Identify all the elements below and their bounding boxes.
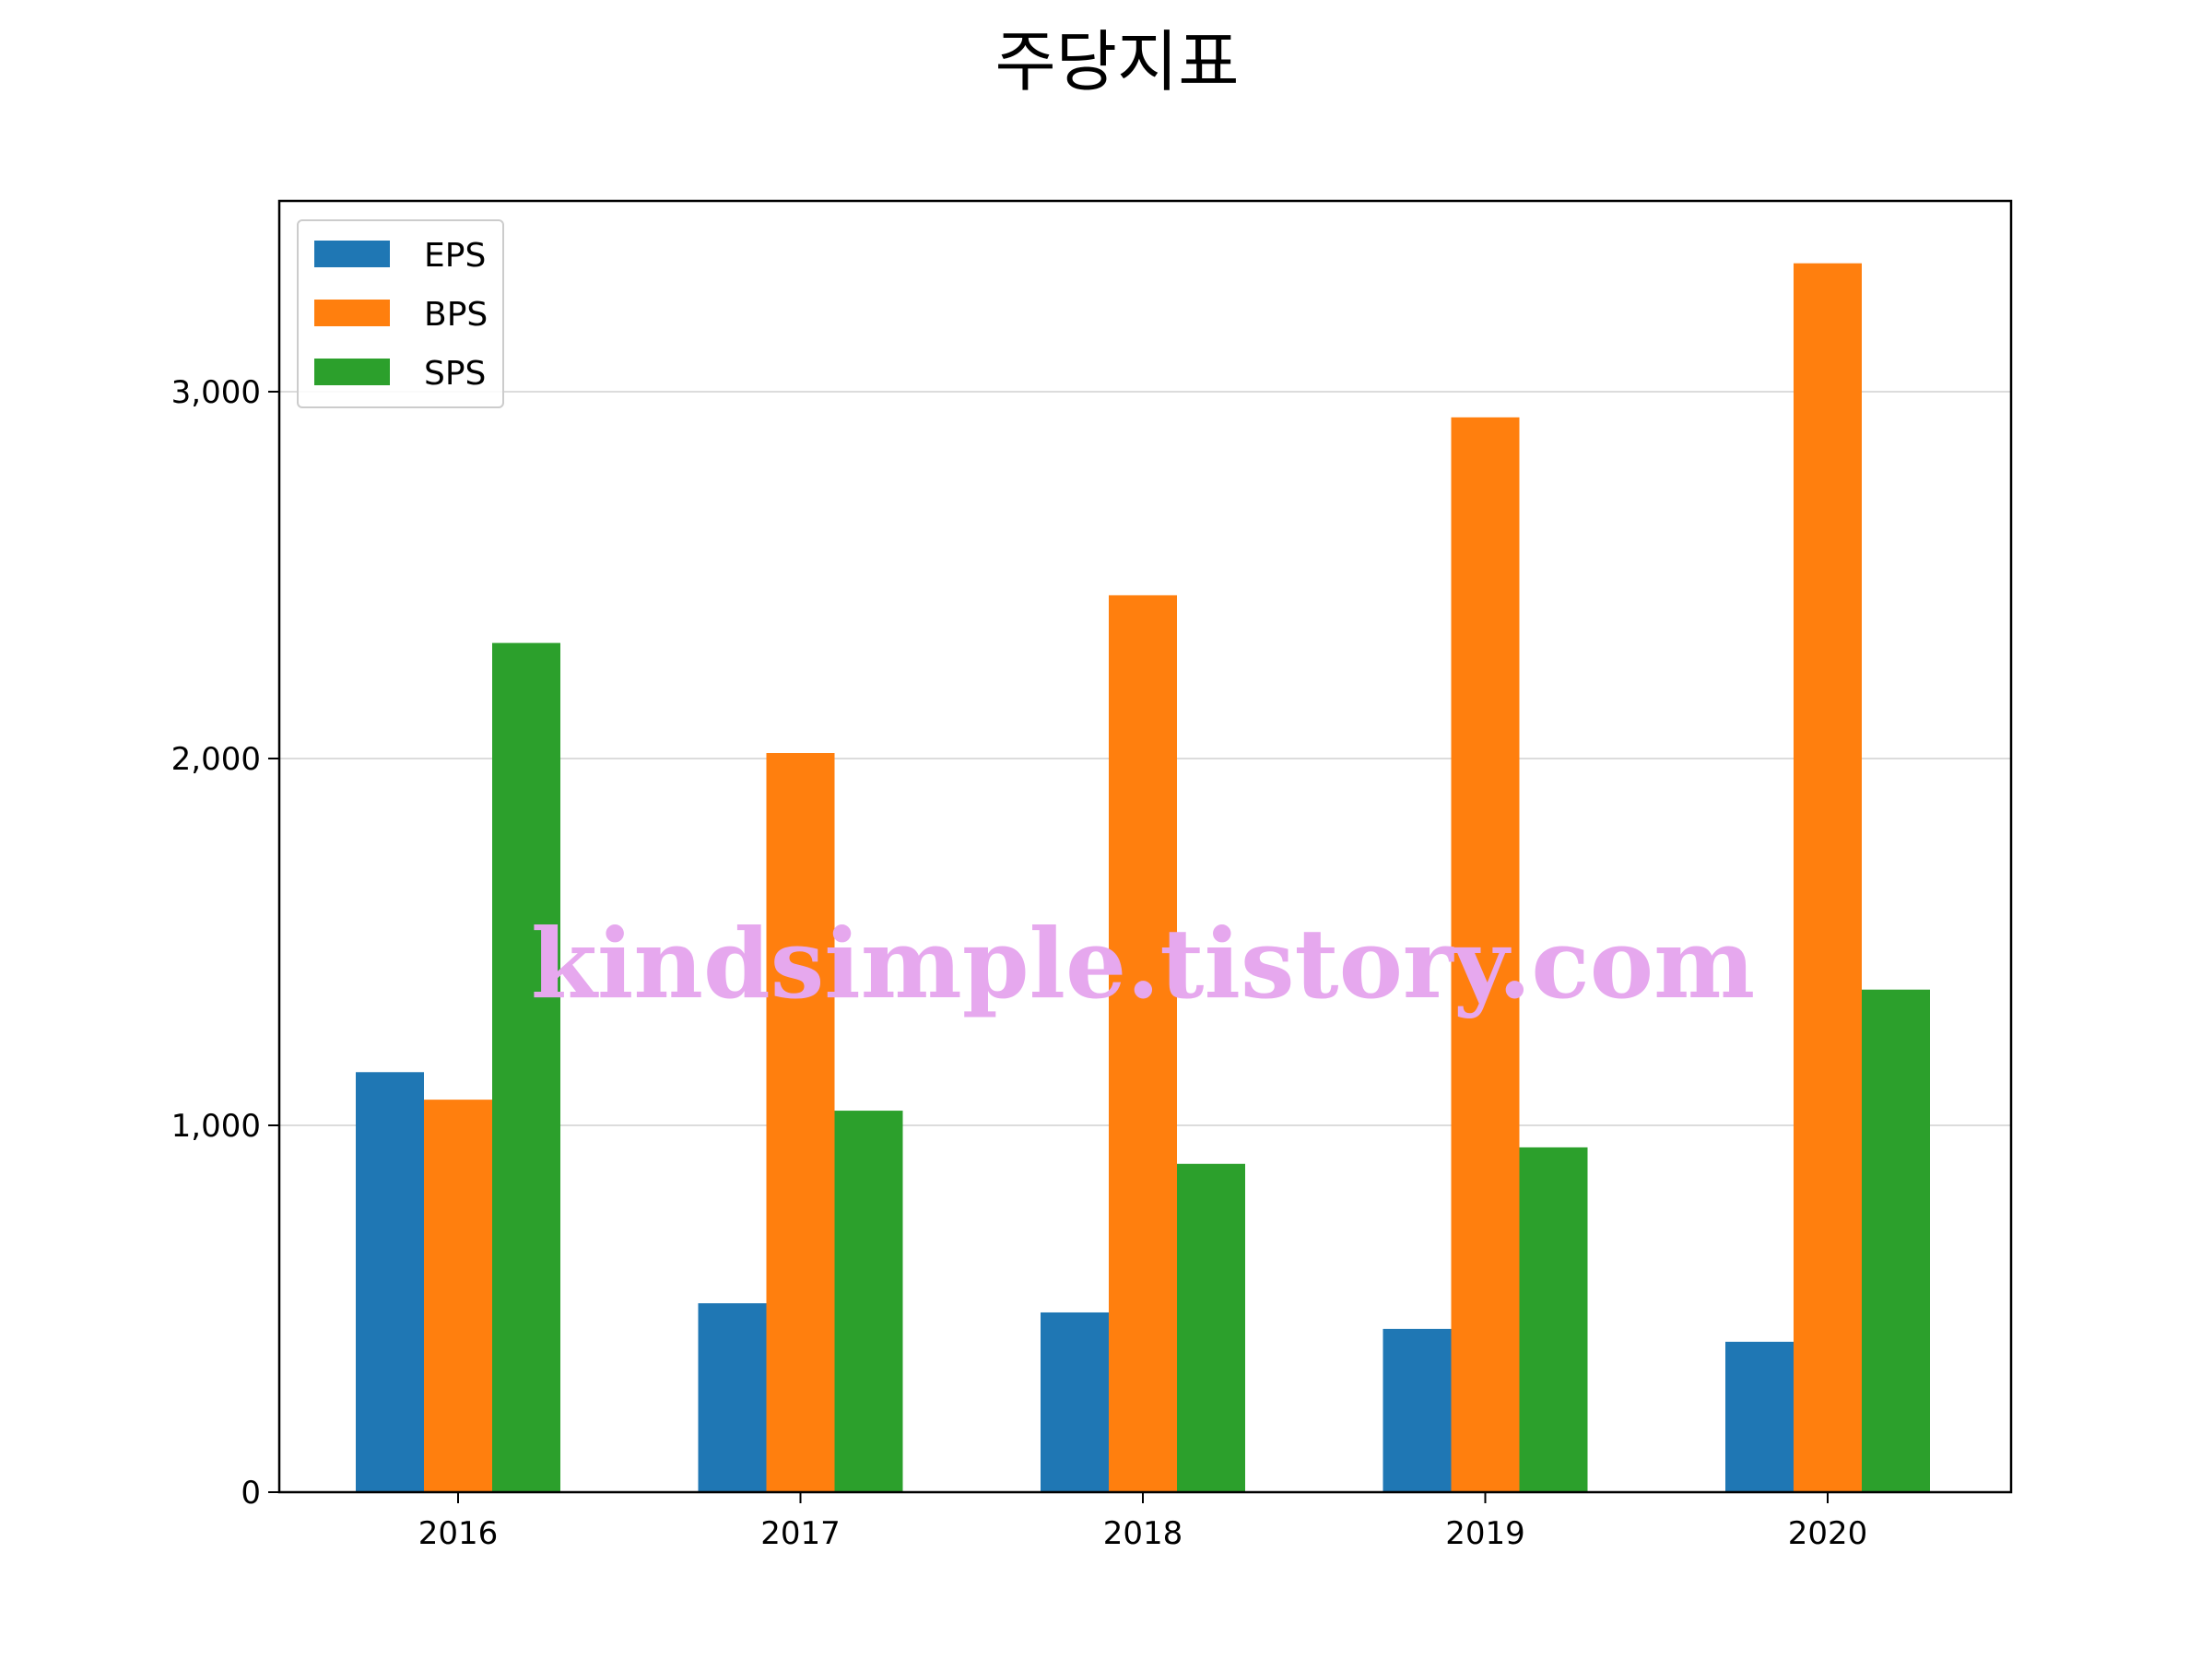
y-axis: 0 1,000 2,000 3,000 <box>171 374 279 1512</box>
y-tick-label: 1,000 <box>171 1108 261 1145</box>
x-tick-label: 2016 <box>418 1515 499 1552</box>
bar-eps-2017 <box>698 1303 767 1492</box>
bar-sps-2016 <box>492 642 560 1492</box>
bar-eps-2016 <box>356 1072 424 1492</box>
chart-title: 주당지표 <box>995 23 1240 100</box>
legend-swatch-eps <box>314 241 390 267</box>
bar-sps-2019 <box>1519 1147 1588 1492</box>
bar-eps-2020 <box>1725 1341 1794 1492</box>
x-tick-label: 2019 <box>1445 1515 1525 1552</box>
x-axis: 2016 2017 2018 2019 2020 <box>418 1492 1868 1552</box>
bar-sps-2020 <box>1862 989 1930 1492</box>
bar-eps-2018 <box>1041 1312 1109 1492</box>
bar-bps-2016 <box>424 1100 492 1492</box>
bar-bps-2019 <box>1451 417 1520 1493</box>
legend-swatch-bps <box>314 300 390 326</box>
bar-sps-2017 <box>834 1111 903 1492</box>
bar-bps-2018 <box>1109 594 1177 1492</box>
x-tick-label: 2017 <box>760 1515 841 1552</box>
legend-label-sps: SPS <box>424 355 486 393</box>
watermark: kindsimple.tistory.com <box>531 907 1755 1020</box>
legend: EPS BPS SPS <box>297 219 504 408</box>
bars <box>356 263 1930 1493</box>
y-tick-label: 2,000 <box>171 741 261 778</box>
x-tick-label: 2018 <box>1103 1515 1183 1552</box>
x-tick-label: 2020 <box>1788 1515 1868 1552</box>
legend-label-eps: EPS <box>424 237 486 275</box>
y-tick-label: 3,000 <box>171 374 261 411</box>
plot-frame <box>277 199 2013 1494</box>
bar-sps-2018 <box>1177 1163 1245 1492</box>
bar-bps-2020 <box>1794 263 1862 1493</box>
legend-swatch-sps <box>314 359 390 385</box>
legend-label-bps: BPS <box>424 296 488 334</box>
bar-bps-2017 <box>766 753 835 1492</box>
y-tick-label: 0 <box>241 1475 261 1512</box>
bar-eps-2019 <box>1382 1328 1452 1492</box>
